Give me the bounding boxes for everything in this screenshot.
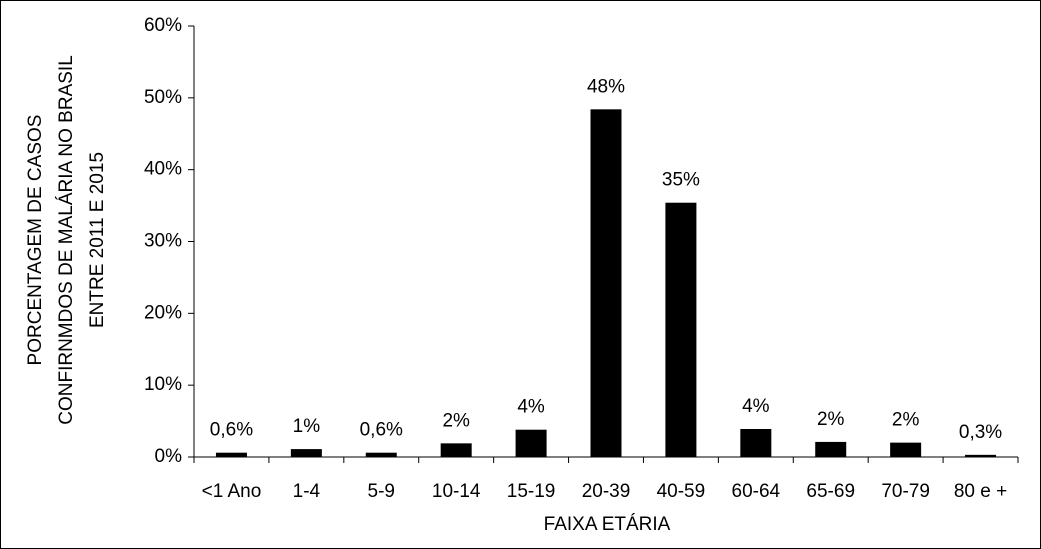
y-tick-label: 0% — [155, 446, 183, 467]
bar — [740, 428, 772, 457]
x-tick-label: 65-69 — [806, 481, 855, 502]
bar — [215, 452, 247, 457]
value-label: 1% — [293, 416, 321, 437]
x-tick-label: 1-4 — [293, 481, 321, 502]
x-tick-label: 80 e + — [954, 481, 1007, 502]
bar — [590, 109, 622, 458]
y-tick-label: 60% — [144, 15, 182, 36]
bar — [890, 442, 922, 457]
bar — [815, 441, 847, 457]
value-label: 2% — [892, 410, 920, 431]
bar — [440, 443, 472, 457]
x-tick-label: 15-19 — [507, 481, 556, 502]
y-tick-label: 30% — [144, 231, 182, 252]
y-tick-label: 20% — [144, 302, 182, 323]
bar — [365, 452, 397, 457]
y-axis-label: PORCENTAGEM DE CASOS — [25, 115, 46, 366]
y-tick-label: 40% — [144, 159, 182, 180]
value-label: 35% — [662, 170, 700, 191]
x-tick-label: 60-64 — [732, 481, 781, 502]
value-label: 0,6% — [210, 420, 253, 441]
bar — [290, 449, 322, 457]
x-axis-label: FAIXA ETÁRIA — [544, 514, 671, 535]
x-tick-label: 70-79 — [881, 481, 930, 502]
value-label: 0,6% — [360, 420, 403, 441]
x-tick-label: 5-9 — [368, 481, 395, 502]
bar — [665, 202, 697, 457]
value-label: 2% — [817, 409, 845, 430]
value-label: 0,3% — [959, 422, 1002, 443]
value-label: 2% — [442, 410, 470, 431]
y-axis-label: CONFIRNMDOS DE MALÁRIA NO BRASIL — [56, 55, 77, 425]
x-tick-label: 40-59 — [657, 481, 706, 502]
value-label: 48% — [587, 76, 625, 97]
value-label: 4% — [517, 397, 545, 418]
y-tick-label: 10% — [144, 374, 182, 395]
x-tick-label: <1 Ano — [202, 481, 262, 502]
y-axis-label: ENTRE 2011 E 2015 — [87, 152, 108, 328]
x-tick-label: 20-39 — [582, 481, 631, 502]
value-label: 4% — [742, 396, 770, 417]
bar — [515, 429, 547, 457]
y-tick-label: 50% — [144, 87, 182, 108]
bar — [965, 454, 997, 457]
x-tick-label: 10-14 — [432, 481, 481, 502]
